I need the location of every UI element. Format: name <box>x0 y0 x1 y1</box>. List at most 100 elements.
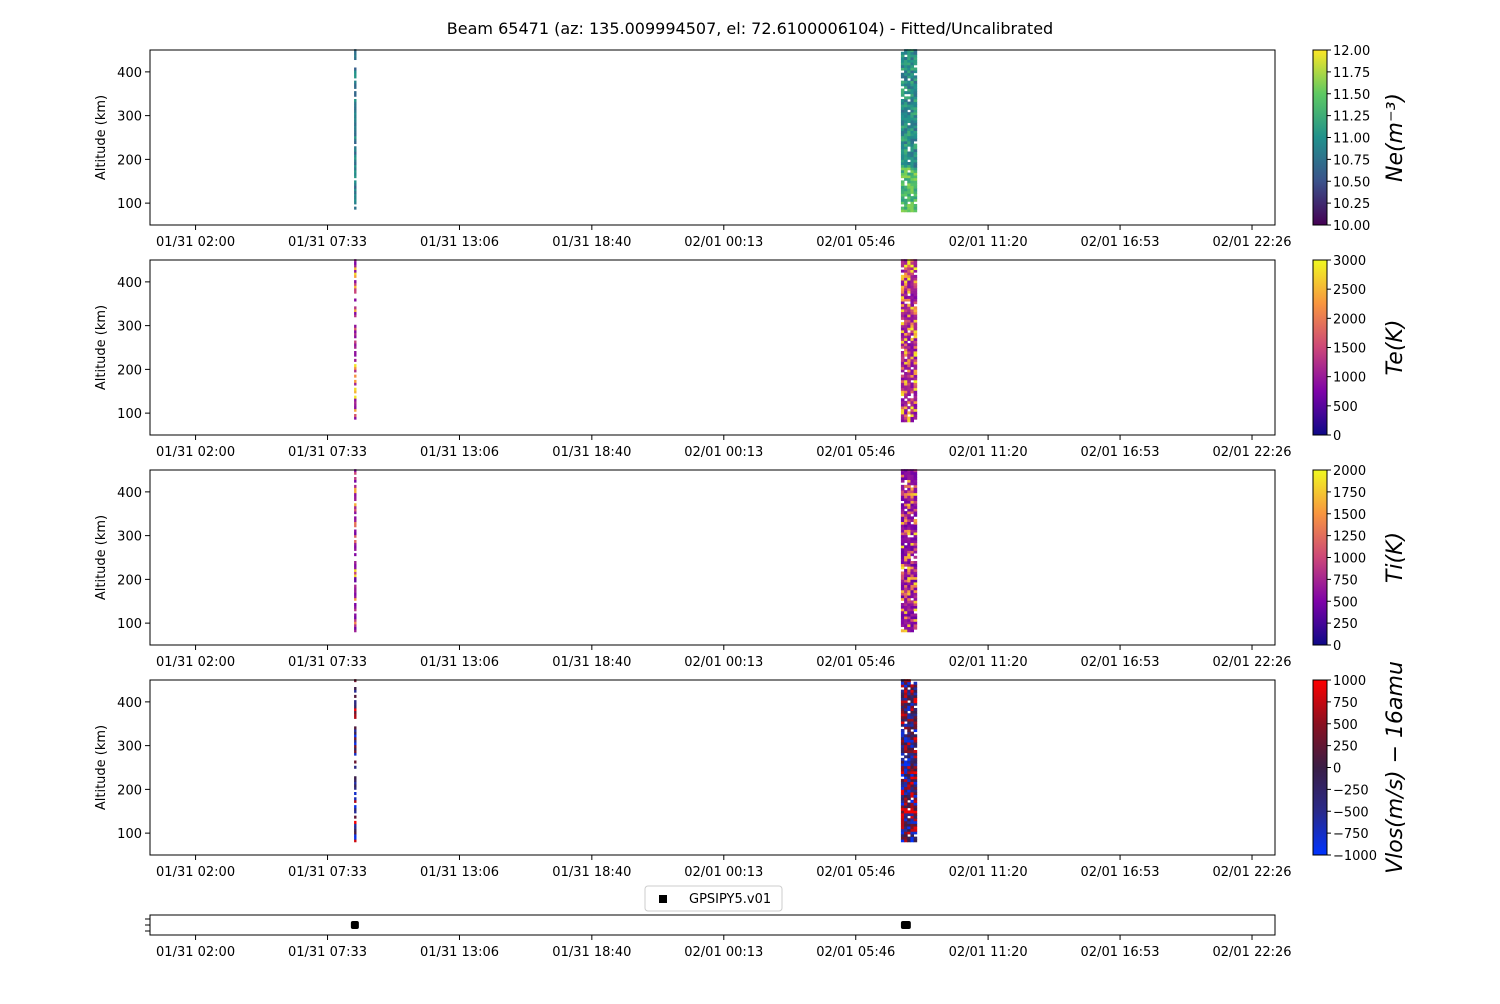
heatmap-cell <box>913 794 918 798</box>
heatmap-cell <box>904 571 908 575</box>
heatmap-cell <box>354 196 357 200</box>
heatmap-cell <box>900 786 905 790</box>
heatmap-cell <box>354 568 357 572</box>
heatmap-cell <box>910 592 915 596</box>
heatmap-cell <box>354 267 357 271</box>
heatmap-cell <box>904 750 908 754</box>
heatmap-cell <box>910 167 915 171</box>
heatmap-cell <box>913 78 918 82</box>
heatmap-cell <box>913 839 918 843</box>
heatmap-cell <box>913 337 918 341</box>
heatmap-cell <box>354 490 357 494</box>
heatmap-cell <box>904 285 908 289</box>
x-tick-label: 02/01 22:26 <box>1212 865 1291 880</box>
heatmap-cell <box>907 729 911 733</box>
heatmap-cell <box>907 820 911 824</box>
x-tick-label: 02/01 11:20 <box>949 865 1028 880</box>
heatmap-cell <box>913 96 918 100</box>
heatmap-cell <box>900 335 905 339</box>
heatmap-cell <box>913 550 918 554</box>
heatmap-cell <box>913 750 918 754</box>
heatmap-cell <box>913 723 918 727</box>
heatmap-cell <box>913 122 918 126</box>
heatmap-cell <box>913 823 918 827</box>
y-axis-label: Altitude (km) <box>94 725 109 810</box>
heatmap-cell <box>904 393 908 397</box>
x-tick-label: 01/31 18:40 <box>552 445 631 460</box>
heatmap-cell <box>354 687 357 691</box>
heatmap-cell <box>910 815 915 819</box>
heatmap-cell <box>910 792 915 796</box>
heatmap-cell <box>900 477 905 481</box>
heatmap-cell <box>904 348 908 352</box>
heatmap-cell <box>900 180 905 184</box>
heatmap-cell <box>913 626 918 630</box>
heatmap-cell <box>910 112 915 116</box>
heatmap-cell <box>900 750 905 754</box>
heatmap-cell <box>910 374 915 378</box>
heatmap-cell <box>910 576 915 580</box>
panel-1: 100 200 300 400 Altitude (km) 01/31 02:00 01/3… <box>94 44 1408 250</box>
heatmap-cell <box>913 768 918 772</box>
heatmap-cell <box>910 715 915 719</box>
heatmap-cell <box>904 332 908 336</box>
heatmap-cell <box>907 692 911 696</box>
heatmap-cell <box>907 524 911 528</box>
heatmap-cell <box>907 361 911 365</box>
heatmap-cell <box>910 385 915 389</box>
heatmap-cell <box>913 807 918 811</box>
heatmap-cell <box>913 335 918 339</box>
y-tick-label: 400 <box>117 696 142 711</box>
heatmap-cell <box>900 201 905 205</box>
heatmap-cell <box>913 332 918 336</box>
heatmap-cell <box>900 721 905 725</box>
heatmap-cell <box>354 369 357 373</box>
colorbar-tick-label: 11.75 <box>1333 66 1370 81</box>
heatmap-cell <box>910 550 915 554</box>
colorbar-tick-label: 10.00 <box>1333 219 1370 234</box>
heatmap-cell <box>354 576 357 580</box>
heatmap-cell <box>904 127 908 131</box>
x-tick-label: 01/31 18:40 <box>552 655 631 670</box>
heatmap-cell <box>907 80 911 84</box>
heatmap-cell <box>907 327 911 331</box>
heatmap-cell <box>910 301 915 305</box>
heatmap-cell <box>910 201 915 205</box>
heatmap-cell <box>354 414 357 418</box>
heatmap-cell <box>904 505 908 509</box>
heatmap-cell <box>900 101 905 105</box>
heatmap-cell <box>900 545 905 549</box>
y-tick-label: 100 <box>117 197 142 212</box>
heatmap-cell <box>907 175 911 179</box>
heatmap-cell <box>910 143 915 147</box>
heatmap-cell <box>913 130 918 134</box>
heatmap-cell <box>354 742 357 746</box>
heatmap-cell <box>913 364 918 368</box>
heatmap-cell <box>910 629 915 633</box>
colorbar: −1000 −750 −500 −250 0 250 500 750 1000 Vlos(m/s)… <box>1312 661 1408 874</box>
heatmap-cell <box>910 477 915 481</box>
heatmap-cell <box>354 285 357 289</box>
heatmap-cell <box>904 616 908 620</box>
heatmap-cell <box>910 169 915 173</box>
heatmap-cell <box>913 490 918 494</box>
heatmap-cell <box>907 492 911 496</box>
heatmap-cell <box>354 616 357 620</box>
heatmap-cell <box>907 351 911 355</box>
heatmap-cell <box>913 91 918 95</box>
axes-frame <box>149 259 1276 436</box>
heatmap-cell <box>904 534 908 538</box>
heatmap-cell <box>907 101 911 105</box>
heatmap-cell <box>907 571 911 575</box>
heatmap-cell <box>354 566 357 570</box>
heatmap-cell <box>354 327 357 331</box>
heatmap-cell <box>900 358 905 362</box>
heatmap-cell <box>904 603 908 607</box>
heatmap-cell <box>913 505 918 509</box>
heatmap-cell <box>910 826 915 830</box>
heatmap-cell <box>900 351 905 355</box>
heatmap-cell <box>910 387 915 391</box>
heatmap-cell <box>900 778 905 782</box>
colorbar-tick-label: −500 <box>1333 805 1369 820</box>
heatmap-cell <box>354 151 357 155</box>
